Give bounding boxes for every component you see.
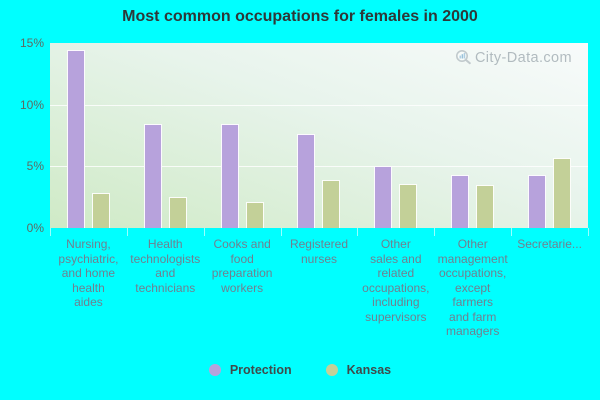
bar-group xyxy=(204,43,281,228)
bar-kansas xyxy=(168,197,187,228)
bar-group xyxy=(50,43,127,228)
bar-group xyxy=(357,43,434,228)
bar-protection xyxy=(528,174,547,228)
x-axis-label: Other sales and related occupations, includi… xyxy=(362,237,430,324)
x-axis-label: Nursing, psychiatric, and home health aides xyxy=(58,237,119,309)
bar-kansas xyxy=(245,202,264,228)
axis-tick xyxy=(203,228,205,236)
x-axis-label: Other management occupations, except farmers… xyxy=(437,237,508,338)
legend-label: Kansas xyxy=(346,363,392,377)
bar-kansas xyxy=(322,179,341,228)
x-axis-label: Cooks and food preparation workers xyxy=(211,237,273,295)
axis-tick xyxy=(50,228,51,236)
axis-tick xyxy=(126,228,128,236)
y-axis-tick-label: 15% xyxy=(19,36,44,50)
bar-protection xyxy=(143,124,162,228)
bar-protection xyxy=(374,166,393,228)
bar-kansas xyxy=(91,193,110,228)
gridline xyxy=(50,104,588,106)
y-axis-tick-label: 5% xyxy=(26,159,44,174)
x-axis-label: Registered nurses xyxy=(289,237,348,266)
legend-item-kansas: Kansas xyxy=(325,363,392,377)
bar-kansas xyxy=(553,157,572,228)
bar-kansas xyxy=(476,184,495,228)
y-axis-labels: 15% 10% 5% 0% xyxy=(0,0,44,240)
legend: Protection Kansas xyxy=(0,363,600,377)
axis-tick xyxy=(511,228,513,236)
axis-tick xyxy=(434,228,436,236)
x-axis-label: Health technologists and technicians xyxy=(130,237,201,295)
legend-swatch-kansas xyxy=(325,364,338,376)
y-axis-tick-label: 0% xyxy=(26,221,44,235)
axis-tick xyxy=(588,228,589,236)
bar-kansas xyxy=(399,183,418,228)
y-axis-tick-label: 10% xyxy=(19,97,44,112)
bar-group xyxy=(127,43,204,228)
legend-item-protection: Protection xyxy=(208,363,292,377)
plot-area: City-Data.com xyxy=(50,43,588,228)
bar-protection xyxy=(66,50,85,228)
bar-protection xyxy=(451,174,470,228)
gridline xyxy=(50,166,588,168)
magnifier-barchart-icon xyxy=(455,49,472,66)
axis-tick xyxy=(357,228,359,236)
bar-group xyxy=(511,43,588,228)
watermark: City-Data.com xyxy=(455,49,572,66)
axis-tick xyxy=(280,228,282,236)
watermark-text: City-Data.com xyxy=(474,49,572,66)
bar-group xyxy=(281,43,358,228)
chart-title: Most common occupations for females in 2… xyxy=(122,8,478,25)
bar-group xyxy=(434,43,511,228)
x-axis-label: Secretarie... xyxy=(517,237,582,251)
bar-protection xyxy=(220,124,239,228)
legend-swatch-protection xyxy=(208,364,221,376)
bar-protection xyxy=(297,134,316,228)
legend-label: Protection xyxy=(229,363,292,377)
